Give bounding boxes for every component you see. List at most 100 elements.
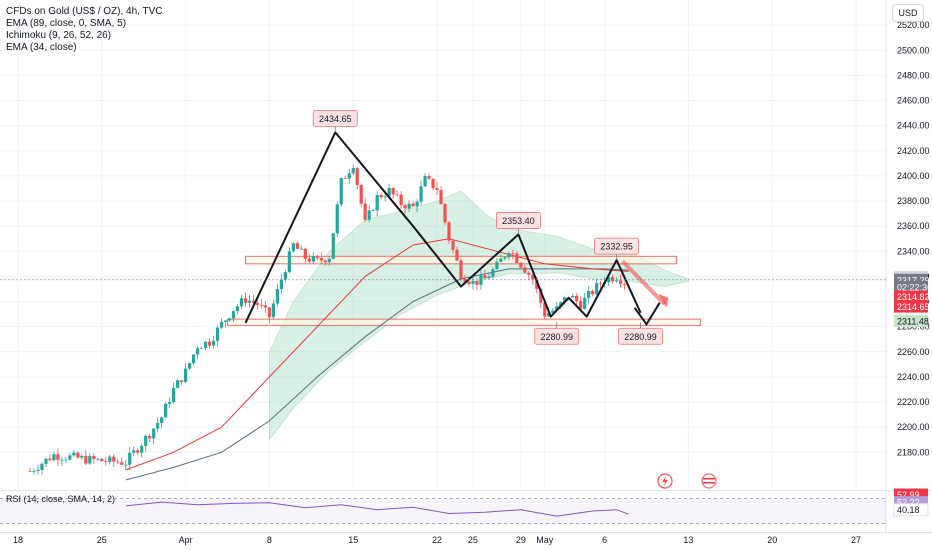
candle-body <box>395 194 399 196</box>
candles <box>28 164 627 475</box>
candle-body <box>88 455 92 464</box>
candle-body <box>535 279 539 289</box>
rsi-legend[interactable]: RSI (14, close, SMA, 14, 2) <box>6 494 116 504</box>
price-marker-text: 2317.29 <box>897 275 930 285</box>
candle-body <box>543 302 547 317</box>
time-tick-label: 25 <box>468 535 478 545</box>
candle-body <box>475 280 479 285</box>
candle-body <box>60 459 64 461</box>
rsi-value-marker <box>893 503 929 517</box>
candle-body <box>327 258 331 263</box>
candle-body <box>411 203 415 207</box>
candle-body <box>168 402 172 404</box>
candle-body <box>140 445 144 453</box>
forecast-arrow-head[interactable] <box>658 294 669 309</box>
price-marker <box>894 315 928 328</box>
candle-body <box>471 280 475 284</box>
candle-body <box>64 459 68 461</box>
candle-body <box>331 233 335 259</box>
zigzag-pattern-line[interactable] <box>244 131 642 324</box>
candle-body <box>435 188 439 191</box>
candle-body <box>431 178 435 189</box>
candle-body <box>56 454 60 460</box>
candle-body <box>287 251 291 273</box>
candle-body <box>116 461 120 463</box>
candle-body <box>295 243 299 249</box>
price-marker-text: 2314.82 <box>897 292 930 302</box>
candle-body <box>211 340 216 346</box>
time-tick-label: 13 <box>683 535 693 545</box>
candle-body <box>367 210 371 220</box>
candle-body <box>527 272 531 275</box>
candle-body <box>519 262 523 268</box>
candle-body <box>44 458 48 464</box>
rsi-line <box>125 501 629 517</box>
study-ema-34[interactable]: EMA (34, close) <box>6 42 77 53</box>
down-arrow-line[interactable] <box>633 302 661 326</box>
time-axis[interactable]: 18 25 Apr 8 15 22 25 29 May 6 13 20 27 <box>0 532 932 546</box>
currency-button[interactable]: USD <box>892 4 924 22</box>
candle-body <box>104 461 108 462</box>
ema-34-line <box>125 238 629 471</box>
candle-body <box>291 243 295 252</box>
candle-body <box>503 257 507 259</box>
price-tick-label: 2440.00 <box>897 121 930 131</box>
candle-body <box>551 310 555 313</box>
candle-body <box>391 188 395 195</box>
candle-body <box>387 188 391 197</box>
price-tick-label: 2200.00 <box>897 422 930 432</box>
candle-body <box>68 455 72 460</box>
candle-body <box>231 311 236 319</box>
price-axis[interactable]: 2180.00 2200.00 2220.00 2240.00 2260.00 2280.… <box>0 0 932 532</box>
candle-body <box>335 204 339 234</box>
candle-body <box>132 450 136 453</box>
candle-body <box>419 186 423 202</box>
candle-body <box>427 176 431 179</box>
candle-body <box>323 260 327 263</box>
candle-body <box>184 368 188 382</box>
candle-body <box>267 307 272 318</box>
candle-body <box>203 341 208 348</box>
price-tick-label: 2240.00 <box>897 372 930 382</box>
study-ichimoku[interactable]: Ichimoku (9, 26, 52, 26) <box>6 30 112 41</box>
candle-body <box>219 321 224 328</box>
price-label-box <box>594 237 640 255</box>
price-marker <box>894 300 928 313</box>
pattern-drawing[interactable] <box>244 131 669 326</box>
candle-body <box>80 455 84 458</box>
rsi-value-text: 40.18 <box>897 505 920 515</box>
candle-body <box>531 274 535 280</box>
price-tick-label: 2380.00 <box>897 196 930 206</box>
symbol-title[interactable]: CFDs on Gold (US$ / OZ), 4h, TVC <box>6 6 163 17</box>
candle-body <box>32 471 36 472</box>
candle-body <box>619 280 623 284</box>
price-tick-label: 2460.00 <box>897 96 930 106</box>
candle-body <box>463 278 467 282</box>
candle-body <box>359 184 363 204</box>
time-tick-label: Apr <box>179 535 193 545</box>
study-ema-89[interactable]: EMA (89, close, 0, SMA, 5) <box>6 18 127 29</box>
candle-body <box>423 176 427 187</box>
price-label-box <box>618 327 663 345</box>
candle-body <box>279 279 283 289</box>
candle-body <box>311 255 315 262</box>
candle-body <box>108 456 112 462</box>
candle-body <box>259 304 264 306</box>
candle-body <box>315 255 319 259</box>
price-marker-text: 2311.48 <box>897 317 929 327</box>
candle-body <box>76 452 80 458</box>
ichimoku-cloud <box>269 190 689 441</box>
forecast-arrow-shaft[interactable] <box>621 259 666 306</box>
candle-body <box>575 295 579 302</box>
candle-body <box>595 283 599 295</box>
lightning-bolt-icon <box>662 476 668 486</box>
time-tick-label: 15 <box>348 535 358 545</box>
flag-stripe <box>703 478 715 480</box>
price-label-text: 2434.65 <box>319 114 352 124</box>
candle-body <box>383 196 387 198</box>
candle-body <box>599 283 603 285</box>
candle-body <box>72 452 76 456</box>
time-tick-label: 29 <box>516 535 526 545</box>
